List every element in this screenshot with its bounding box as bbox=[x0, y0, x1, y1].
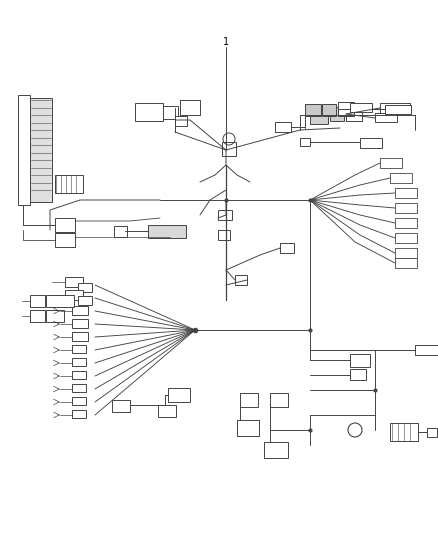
Bar bbox=[385, 105, 411, 114]
Bar bbox=[65, 277, 83, 287]
Bar bbox=[72, 397, 86, 405]
Bar bbox=[72, 306, 88, 315]
Bar bbox=[237, 420, 259, 436]
Bar bbox=[395, 188, 417, 198]
Bar bbox=[72, 319, 88, 328]
Bar bbox=[235, 275, 247, 285]
Bar bbox=[72, 410, 86, 418]
Bar bbox=[163, 106, 178, 119]
Bar bbox=[338, 102, 354, 116]
Bar bbox=[114, 226, 127, 237]
Bar bbox=[310, 110, 328, 124]
Bar bbox=[346, 107, 362, 121]
Bar bbox=[72, 384, 86, 392]
Bar bbox=[380, 103, 410, 113]
Bar bbox=[390, 423, 418, 441]
Bar bbox=[180, 100, 200, 115]
Bar bbox=[280, 243, 294, 253]
Bar bbox=[275, 122, 291, 132]
Bar bbox=[427, 428, 437, 437]
Bar bbox=[112, 400, 130, 412]
Bar bbox=[55, 175, 83, 193]
Bar bbox=[175, 116, 187, 126]
Bar bbox=[350, 103, 372, 112]
Bar bbox=[168, 388, 190, 402]
Bar bbox=[322, 104, 336, 116]
Bar bbox=[240, 393, 258, 407]
Bar bbox=[78, 296, 92, 305]
Bar bbox=[30, 295, 45, 307]
Bar bbox=[395, 203, 417, 213]
Bar bbox=[158, 405, 176, 417]
Bar bbox=[305, 104, 321, 116]
Bar bbox=[375, 113, 397, 122]
Bar bbox=[222, 142, 236, 156]
Bar bbox=[350, 369, 366, 380]
Bar bbox=[55, 233, 75, 247]
Bar bbox=[78, 283, 92, 292]
Bar bbox=[218, 210, 232, 220]
Bar bbox=[72, 358, 86, 366]
Bar bbox=[135, 103, 163, 121]
Bar bbox=[330, 107, 344, 121]
Bar bbox=[395, 218, 417, 228]
Bar bbox=[30, 98, 52, 202]
Bar bbox=[18, 95, 30, 205]
Bar bbox=[148, 225, 186, 238]
Bar bbox=[72, 371, 86, 379]
Bar bbox=[72, 332, 88, 341]
Bar bbox=[72, 345, 86, 353]
Text: 1: 1 bbox=[223, 37, 229, 47]
Bar bbox=[218, 230, 230, 240]
Bar bbox=[380, 158, 402, 168]
Bar bbox=[300, 138, 310, 146]
Bar bbox=[30, 310, 45, 322]
Bar bbox=[360, 138, 382, 148]
Bar bbox=[55, 218, 75, 232]
Bar bbox=[395, 233, 417, 243]
Bar bbox=[46, 295, 74, 307]
Bar bbox=[390, 173, 412, 183]
Bar bbox=[264, 442, 288, 458]
Bar bbox=[350, 354, 370, 367]
Bar bbox=[46, 310, 64, 322]
Bar bbox=[395, 258, 417, 268]
Bar bbox=[395, 248, 417, 258]
Bar bbox=[270, 393, 288, 407]
Bar bbox=[65, 290, 83, 300]
Bar bbox=[415, 345, 438, 355]
